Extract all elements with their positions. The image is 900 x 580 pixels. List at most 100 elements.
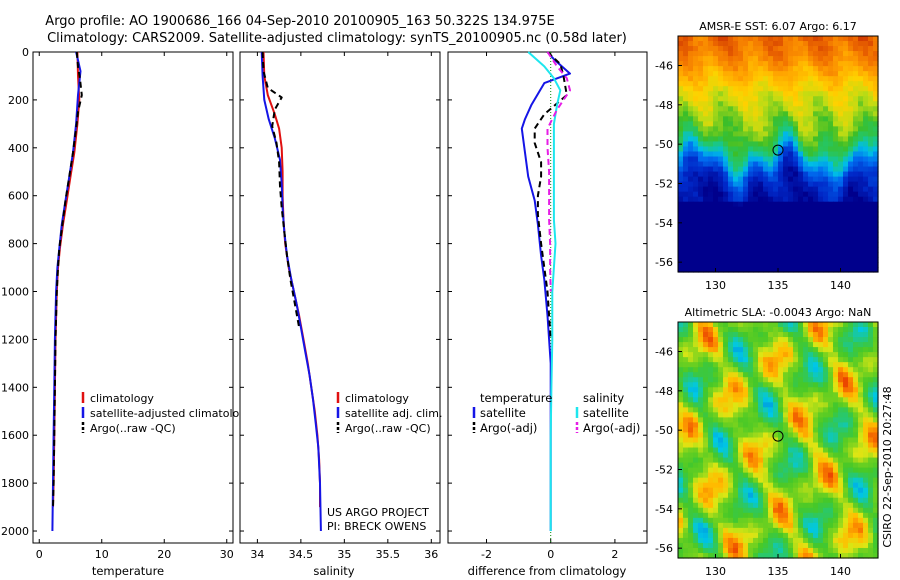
map-cell <box>753 206 759 213</box>
map-cell <box>788 121 794 127</box>
map-cell <box>818 537 824 544</box>
map-cell <box>853 171 859 178</box>
map-cell <box>778 502 784 509</box>
map-cell <box>743 246 749 253</box>
map-cell <box>823 111 829 117</box>
map-cell <box>748 502 754 509</box>
map-cell <box>723 447 729 454</box>
map-cell <box>678 201 684 208</box>
map-cell <box>818 116 824 122</box>
map-cell <box>858 547 864 554</box>
map-cell <box>838 136 844 143</box>
map-cell <box>688 76 694 82</box>
map-cell <box>828 156 834 163</box>
map-cell <box>803 196 809 203</box>
map-cell <box>763 166 769 173</box>
map-cell <box>743 176 749 183</box>
map-cell <box>748 532 754 539</box>
map-cell <box>858 171 864 178</box>
map-cell <box>713 537 719 544</box>
map-cell <box>713 382 719 388</box>
map-cell <box>818 462 824 469</box>
map-cell <box>793 487 799 494</box>
map-cell <box>803 136 809 143</box>
map-cell <box>683 372 689 378</box>
map-cell <box>768 121 774 127</box>
map-cell <box>703 211 709 218</box>
map-cell <box>793 256 799 263</box>
map-cell <box>873 256 879 263</box>
map-cell <box>853 146 859 153</box>
map-cell <box>863 81 869 87</box>
map-cell <box>733 181 739 188</box>
map-cell <box>698 201 704 208</box>
map-cell <box>748 186 754 193</box>
map-cell <box>748 402 754 408</box>
map-cell <box>798 91 804 97</box>
map-cell <box>738 497 744 504</box>
map-cell <box>678 522 684 529</box>
map-cell <box>713 236 719 243</box>
map-cell <box>728 522 734 529</box>
map-cell <box>858 442 864 449</box>
map-cell <box>708 437 714 444</box>
map-cell <box>823 141 829 148</box>
map-cell <box>873 236 879 243</box>
map-cell <box>688 206 694 213</box>
map-cell <box>723 196 729 203</box>
map-cell <box>823 382 829 388</box>
map-cell <box>868 256 874 263</box>
map-cell <box>678 196 684 203</box>
map-cell <box>788 342 794 348</box>
map-cell <box>738 241 744 248</box>
map-cell <box>873 532 879 539</box>
map-cell <box>763 517 769 524</box>
map-cell <box>753 256 759 263</box>
map-cell <box>813 492 819 499</box>
map-cell <box>853 86 859 92</box>
map-cell <box>848 407 854 413</box>
map-cell <box>763 512 769 519</box>
map-cell <box>698 357 704 363</box>
map-cell <box>708 86 714 92</box>
map-cell <box>793 332 799 338</box>
map-cell <box>693 402 699 408</box>
map-cell <box>693 156 699 163</box>
map-cell <box>848 337 854 343</box>
map-cell <box>823 261 829 268</box>
map-cell <box>748 472 754 479</box>
map-cell <box>763 407 769 413</box>
map-cell <box>828 452 834 459</box>
map-cell <box>778 166 784 173</box>
map-cell <box>738 422 744 429</box>
map-cell <box>813 206 819 213</box>
map-cell <box>728 226 734 233</box>
map-cell <box>843 367 849 373</box>
map-cell <box>828 176 834 183</box>
map-cell <box>768 41 774 47</box>
map-cell <box>723 256 729 263</box>
map-cell <box>733 246 739 253</box>
map-cell <box>723 412 729 418</box>
map-cell <box>818 71 824 77</box>
map-cell <box>863 497 869 504</box>
map-cell <box>708 111 714 117</box>
map-cell <box>778 46 784 52</box>
map-cell <box>843 116 849 122</box>
map-cell <box>703 467 709 474</box>
map-cell <box>828 191 834 198</box>
map-cell <box>853 131 859 138</box>
map-cell <box>763 141 769 148</box>
map-cell <box>763 161 769 168</box>
map-cell <box>713 191 719 198</box>
map-cell <box>783 487 789 494</box>
map-cell <box>768 472 774 479</box>
map-cell <box>693 136 699 143</box>
map-cell <box>793 186 799 193</box>
map-cell <box>818 377 824 383</box>
map-cell <box>863 437 869 444</box>
map-cell <box>813 191 819 198</box>
map-cell <box>693 432 699 439</box>
map-cell <box>793 517 799 524</box>
map-cell <box>853 537 859 544</box>
